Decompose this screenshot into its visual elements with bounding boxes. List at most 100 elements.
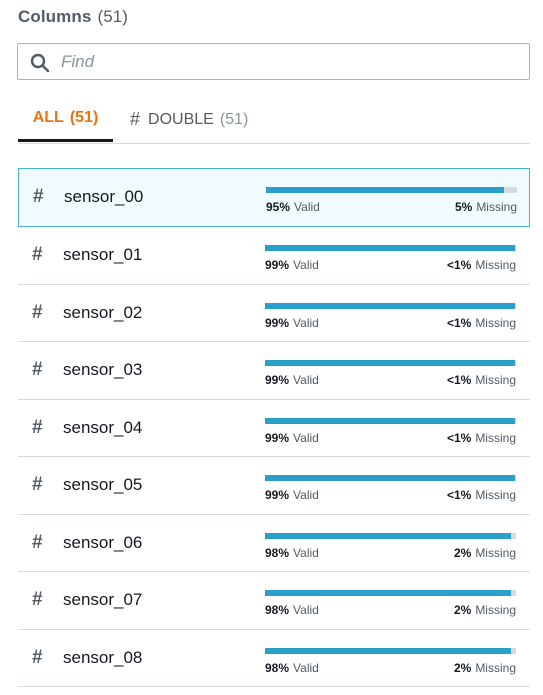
column-name: sensor_04: [63, 417, 143, 437]
missing-percent: <1%: [446, 315, 472, 330]
hash-icon: #: [32, 589, 43, 610]
valid-label: Valid: [293, 603, 319, 617]
column-stats: 98% Valid 2% Missing: [265, 546, 516, 562]
valid-percent: 99%: [265, 488, 290, 502]
column-row[interactable]: # sensor_00 95% Valid 5% Missing: [18, 168, 530, 227]
valid-percent: 98%: [265, 545, 290, 560]
missing-label: Missing: [475, 603, 516, 617]
valid-progress-fill: [265, 532, 511, 539]
hash-icon: #: [32, 301, 43, 323]
tab-double-count: (51): [219, 110, 249, 128]
column-stats: 99% Valid <1% Missing: [265, 316, 516, 332]
valid-progress-fill: [265, 245, 515, 251]
missing-label: Missing: [476, 200, 517, 214]
columns-header: Columns (51): [18, 7, 128, 27]
valid-percent: 99%: [265, 315, 290, 330]
column-stats: 98% Valid 2% Missing: [265, 603, 516, 619]
hash-icon: #: [32, 531, 43, 553]
valid-percent: 99%: [265, 258, 290, 272]
hash-icon: #: [32, 474, 43, 495]
valid-progress-fill: [265, 360, 515, 366]
tab-all-label: ALL: [32, 108, 64, 126]
valid-label: Valid: [293, 545, 319, 560]
hash-icon: #: [130, 109, 141, 129]
valid-progress-bar: [265, 475, 516, 481]
missing-label: Missing: [475, 373, 516, 387]
valid-label: Valid: [294, 200, 320, 214]
tab-all[interactable]: ALL (51): [18, 96, 113, 142]
column-row[interactable]: # sensor_01 99% Valid <1% Missing: [18, 227, 530, 285]
column-list: # sensor_00 95% Valid 5% Missing # sensor_01 99%…: [18, 168, 530, 687]
valid-progress-bar: [265, 647, 516, 654]
missing-stat: 5% Missing: [455, 200, 517, 214]
tab-double[interactable]: # DOUBLE (51): [130, 96, 248, 143]
valid-label: Valid: [293, 258, 319, 272]
missing-percent: <1%: [446, 430, 472, 445]
column-name: sensor_02: [63, 302, 143, 322]
find-input[interactable]: [61, 50, 511, 74]
valid-progress-bar: [265, 532, 516, 539]
valid-progress-bar: [265, 417, 516, 424]
column-name: sensor_08: [63, 647, 143, 667]
valid-progress-fill: [265, 417, 515, 424]
missing-stat: <1% Missing: [447, 373, 516, 387]
valid-label: Valid: [293, 488, 319, 502]
missing-stat: <1% Missing: [447, 316, 516, 330]
valid-stat: 99% Valid: [265, 258, 319, 272]
column-row[interactable]: # sensor_03 99% Valid <1% Missing: [18, 342, 530, 400]
valid-progress-fill: [266, 187, 505, 193]
column-type-tabs: ALL (51) # DOUBLE (51): [18, 96, 530, 144]
column-name: sensor_00: [64, 187, 144, 206]
missing-stat: <1% Missing: [447, 431, 516, 445]
valid-stat: 99% Valid: [265, 431, 319, 445]
missing-percent: <1%: [446, 373, 472, 387]
column-stats: 99% Valid <1% Missing: [265, 373, 516, 389]
valid-label: Valid: [293, 660, 319, 675]
missing-percent: 2%: [453, 545, 472, 560]
missing-label: Missing: [475, 430, 516, 445]
find-search-box[interactable]: [17, 43, 530, 80]
missing-percent: <1%: [446, 488, 472, 502]
column-row[interactable]: # sensor_06 98% Valid 2% Missing: [18, 514, 530, 572]
valid-progress-bar: [265, 360, 516, 366]
valid-progress-bar: [265, 302, 516, 309]
valid-label: Valid: [293, 373, 319, 387]
missing-percent: 2%: [453, 660, 472, 675]
valid-stat: 99% Valid: [265, 488, 319, 502]
columns-title: Columns: [18, 7, 92, 26]
column-row[interactable]: # sensor_07 98% Valid 2% Missing: [18, 572, 530, 630]
column-row[interactable]: # sensor_08 98% Valid 2% Missing: [18, 629, 530, 687]
column-row[interactable]: # sensor_04 99% Valid <1% Missing: [18, 399, 530, 457]
missing-percent: 2%: [453, 603, 472, 617]
missing-stat: 2% Missing: [454, 603, 516, 617]
column-stats: 99% Valid <1% Missing: [265, 488, 516, 504]
valid-stat: 98% Valid: [265, 546, 319, 560]
valid-percent: 95%: [266, 200, 291, 214]
missing-percent: <1%: [446, 258, 472, 272]
column-stats: 99% Valid <1% Missing: [265, 431, 516, 447]
column-row[interactable]: # sensor_02 99% Valid <1% Missing: [18, 284, 530, 342]
missing-label: Missing: [475, 545, 516, 560]
valid-percent: 98%: [265, 603, 290, 617]
missing-stat: <1% Missing: [447, 258, 516, 272]
column-stats: 99% Valid <1% Missing: [265, 258, 516, 274]
missing-stat: <1% Missing: [447, 488, 516, 502]
hash-icon: #: [32, 646, 43, 668]
hash-icon: #: [33, 186, 44, 207]
hash-icon: #: [32, 244, 43, 265]
missing-label: Missing: [475, 660, 516, 675]
valid-progress-fill: [265, 302, 515, 309]
valid-stat: 99% Valid: [265, 373, 319, 387]
column-row[interactable]: # sensor_05 99% Valid <1% Missing: [18, 457, 530, 515]
valid-progress-fill: [265, 647, 511, 654]
missing-stat: 2% Missing: [454, 661, 516, 675]
valid-progress-bar: [265, 245, 516, 251]
valid-stat: 98% Valid: [265, 661, 319, 675]
valid-stat: 95% Valid: [266, 200, 320, 214]
hash-icon: #: [32, 359, 43, 380]
valid-progress-fill: [265, 590, 511, 596]
valid-percent: 99%: [265, 430, 290, 445]
valid-progress-bar: [266, 187, 517, 193]
column-stats: 98% Valid 2% Missing: [265, 661, 516, 677]
